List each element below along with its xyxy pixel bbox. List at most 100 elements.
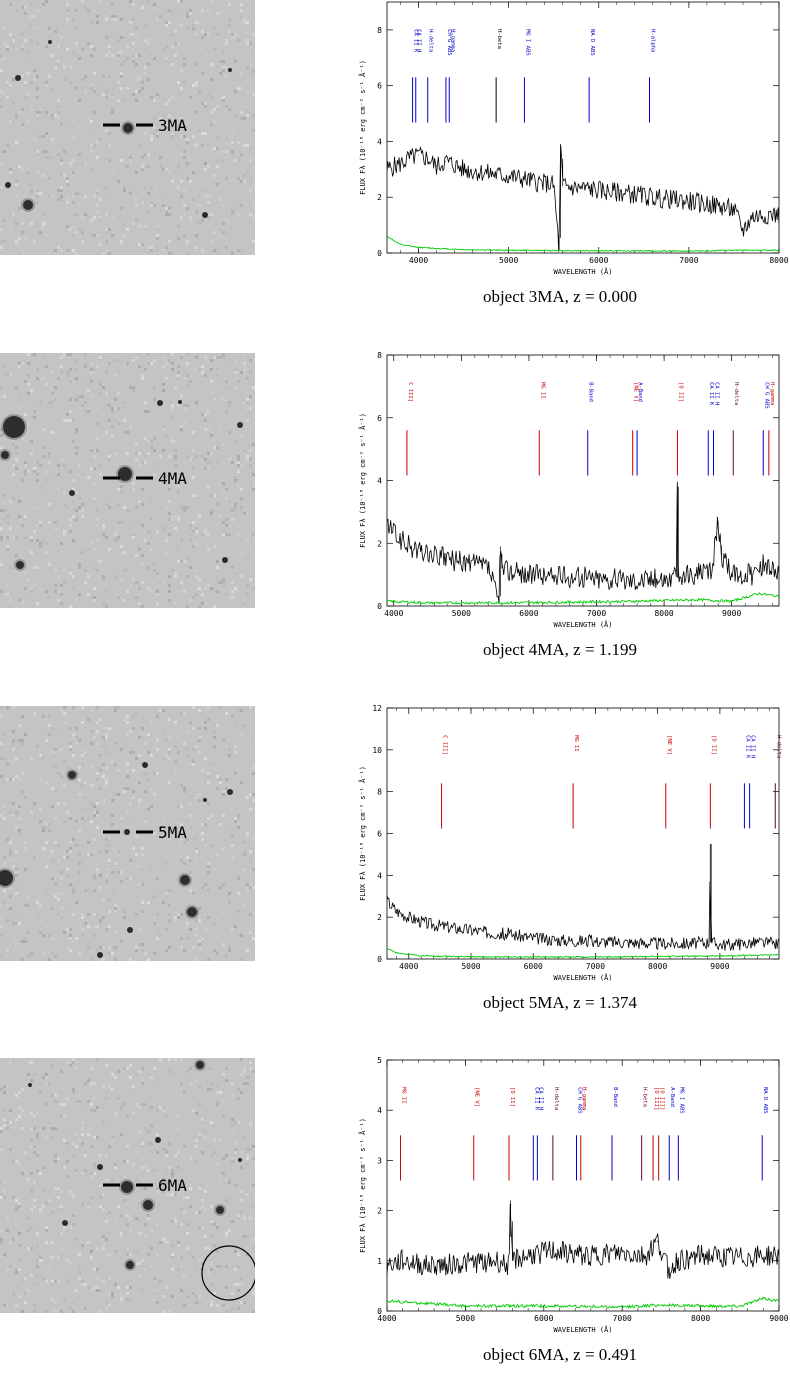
- line-marker-label: CA II K: [708, 382, 714, 406]
- panel-3MA: 3MA 4000 5000 6000 7000 8000 0 2 4 6 8 WAVELENGTH …: [0, 0, 790, 330]
- x-tick-label: 9000: [769, 1314, 788, 1323]
- x-tick-label: 6000: [534, 1314, 553, 1323]
- y-tick-label: 3: [377, 1156, 382, 1165]
- y-axis-label: FLUX Fλ (10⁻¹⁸ erg cm⁻² s⁻¹ Å⁻¹): [358, 766, 367, 901]
- target-label: 5MA: [158, 823, 187, 842]
- line-marker-label: H-gamma: [769, 382, 775, 405]
- spectrum-chart: 4000 5000 6000 7000 8000 9000 0 2 4 6 8 WAVELENGTH …: [330, 351, 790, 643]
- x-tick-label: 9000: [722, 609, 741, 618]
- error-series: [387, 1296, 779, 1310]
- caption-redshift: z = 1.199: [573, 640, 638, 659]
- star-source: [127, 927, 133, 933]
- x-tick-label: 8000: [648, 962, 667, 971]
- star-source: [68, 771, 76, 779]
- x-tick-label: 8000: [654, 609, 673, 618]
- spectrum-chart: 4000 5000 6000 7000 8000 9000 0 1 2 3 4 5 WAVELENGTH…: [330, 1056, 790, 1348]
- image-stamp: 4MA: [0, 353, 255, 608]
- line-marker-label: CA II H: [714, 382, 720, 405]
- caption-object-name: 3MA: [528, 287, 565, 306]
- x-tick-label: 8000: [769, 256, 788, 265]
- x-tick-label: 5000: [456, 1314, 475, 1323]
- star-source: [228, 68, 232, 72]
- y-tick-label: 4: [377, 871, 382, 880]
- error-series: [387, 235, 779, 253]
- star-source: [126, 1261, 134, 1269]
- star-source: [1, 451, 9, 459]
- y-tick-label: 12: [372, 704, 382, 713]
- star-source: [0, 870, 13, 886]
- line-marker-label: CH G ABS: [446, 29, 452, 55]
- x-tick-label: 6000: [589, 256, 608, 265]
- line-marker-label: B-Band: [612, 1087, 618, 1107]
- caption-prefix: object: [482, 287, 525, 306]
- x-tick-label: 5000: [461, 962, 480, 971]
- star-source: [178, 400, 182, 404]
- star-source: [15, 75, 21, 81]
- error-series: [387, 948, 779, 959]
- line-marker-label: H-gamma: [581, 1087, 587, 1110]
- line-marker-label: [O II]: [710, 735, 716, 755]
- caption: object 6MA, z = 0.491: [482, 1345, 638, 1364]
- star-source: [123, 123, 133, 133]
- y-axis-label: FLUX Fλ (10⁻¹⁸ erg cm⁻² s⁻¹ Å⁻¹): [358, 60, 367, 195]
- y-tick-label: 6: [377, 82, 382, 91]
- line-marker-label: MG II: [573, 735, 579, 752]
- star-source: [155, 1137, 161, 1143]
- star-source: [28, 1083, 32, 1087]
- plot-frame: [386, 1, 780, 254]
- caption-prefix: object: [482, 640, 525, 659]
- star-source: [143, 1200, 153, 1210]
- line-marker-label: CA II H: [416, 29, 422, 52]
- y-tick-label: 10: [372, 746, 382, 755]
- line-marker-label: C III]: [442, 735, 448, 755]
- line-marker-label: MG I ABS: [524, 29, 530, 55]
- target-marker: 4MA: [103, 469, 187, 488]
- x-tick-label: 6000: [519, 609, 538, 618]
- y-tick-label: 1: [377, 1257, 382, 1266]
- spectrum-series: [387, 481, 779, 603]
- y-tick-label: 4: [377, 137, 382, 146]
- y-tick-label: 8: [377, 788, 382, 797]
- line-marker-label: NA D ABS: [589, 29, 595, 55]
- line-marker-label: MG I ABS: [678, 1087, 684, 1114]
- line-marker-label: MG II: [539, 382, 545, 399]
- star-source: [157, 400, 163, 406]
- y-axis-label: FLUX Fλ (10⁻¹⁸ erg cm⁻² s⁻¹ Å⁻¹): [358, 413, 367, 548]
- x-tick-label: 4000: [377, 1314, 396, 1323]
- image-stamp: 3MA: [0, 0, 255, 255]
- caption-object-name: 6MA: [528, 1345, 565, 1364]
- line-marker-label: [O III]: [653, 1087, 659, 1110]
- x-tick-label: 4000: [399, 962, 418, 971]
- line-marker-label: [NE V]: [633, 382, 639, 402]
- circle-region-marker: [201, 1245, 255, 1301]
- line-marker-label: H-alpha: [650, 29, 656, 52]
- line-marker-label: A-Band: [669, 1087, 675, 1107]
- x-tick-label: 8000: [691, 1314, 710, 1323]
- line-marker-label: CA II K: [744, 735, 750, 759]
- line-marker-label: H-delta: [733, 382, 739, 405]
- star-source: [142, 762, 148, 768]
- y-tick-label: 6: [377, 830, 382, 839]
- x-axis-label: WAVELENGTH (Å): [553, 973, 612, 982]
- star-source: [16, 561, 24, 569]
- spectrum-series: [387, 144, 779, 252]
- y-tick-label: 6: [377, 414, 382, 423]
- line-marker-label: [O II]: [509, 1087, 515, 1107]
- star-source: [97, 952, 103, 958]
- x-tick-label: 4000: [384, 609, 403, 618]
- star-source: [3, 416, 25, 438]
- line-marker-label: CH G ABS: [763, 382, 769, 409]
- line-marker-label: H-delta: [775, 735, 781, 758]
- line-marker-label: [NE V]: [666, 735, 672, 755]
- panel-5MA: 5MA 4000 5000 6000 7000 8000 9000 0 2 4 6 8 10 12 WAV…: [0, 704, 790, 1036]
- target-marker: 6MA: [103, 1176, 187, 1195]
- target-label: 3MA: [158, 116, 187, 135]
- x-axis-label: WAVELENGTH (Å): [553, 1325, 612, 1334]
- caption: object 5MA, z = 1.374: [482, 993, 638, 1012]
- y-tick-label: 8: [377, 351, 382, 360]
- line-marker-label: CA II K: [533, 1087, 539, 1111]
- caption: object 4MA, z = 1.199: [482, 640, 638, 659]
- y-tick-label: 5: [377, 1056, 382, 1065]
- x-tick-label: 7000: [613, 1314, 632, 1323]
- caption-object-name: 4MA: [528, 640, 565, 659]
